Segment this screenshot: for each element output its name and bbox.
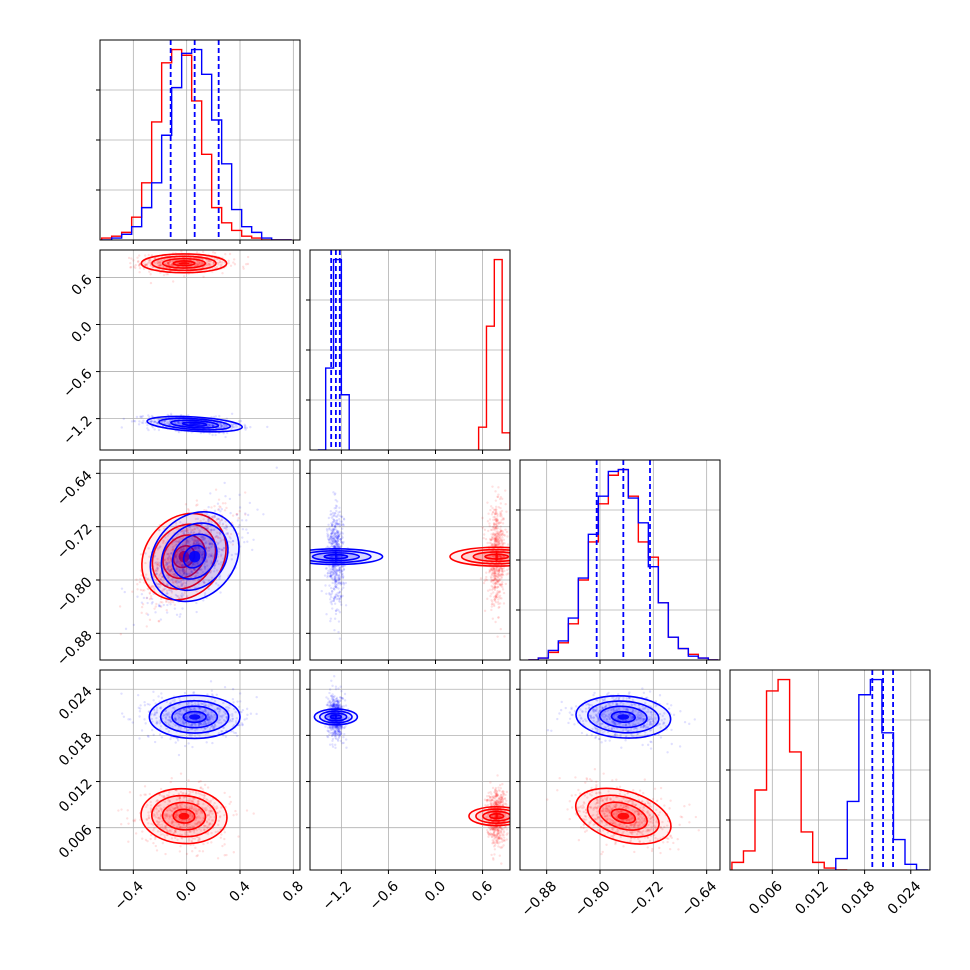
x-tick-label-2-1: −0.80: [572, 878, 614, 920]
histogram-0-param-3: [731, 678, 848, 870]
x-tick-label-0-2: 0.4: [227, 878, 254, 905]
y-tick-label-3-3: 0.024: [56, 684, 96, 724]
panel-frame: [309, 249, 511, 451]
panel-3-3: 0.006 0.012 0.018 0.024: [726, 669, 931, 918]
scatter-1-2-1: [320, 491, 350, 640]
histogram-1-param-3: [835, 678, 929, 870]
y-tick-label-1-3: 0.6: [69, 272, 96, 299]
x-tick-label-1-2: 0.0: [422, 878, 449, 905]
density-peak-0-3-2: [617, 812, 630, 820]
panel-0-0: [96, 39, 301, 244]
panel-frame: [99, 459, 301, 661]
y-tick-label-3-0: 0.006: [56, 822, 96, 862]
density-peak-0-2-1: [495, 550, 498, 563]
x-tick-label-3-1: 0.012: [792, 878, 832, 918]
panel-frame: [519, 459, 721, 661]
panel-frame: [729, 669, 931, 871]
panel-frame: [309, 669, 511, 871]
panel-1-0: −1.2 −0.6 0.0 0.6: [60, 249, 301, 454]
x-tick-label-1-1: −0.6: [367, 878, 402, 913]
x-tick-label-3-2: 0.018: [839, 878, 879, 918]
y-tick-label-2-0: −0.88: [54, 628, 96, 670]
density-peak-0-3-0: [178, 812, 190, 820]
panel-3-1: −1.2 −0.6 0.0 0.6: [306, 669, 511, 914]
x-tick-label-0-0: −0.4: [112, 878, 147, 913]
y-tick-label-2-1: −0.80: [54, 574, 96, 616]
density-peak-1-1-0: [189, 423, 201, 426]
x-tick-label-0-1: 0.0: [173, 878, 200, 905]
density-peak-0-1-0: [178, 262, 190, 265]
y-tick-label-2-3: −0.64: [54, 468, 96, 510]
panel-2-1: [306, 459, 511, 664]
y-tick-label-1-2: 0.0: [69, 319, 96, 346]
x-tick-label-3-3: 0.024: [885, 878, 925, 918]
panel-frame: [99, 669, 301, 871]
y-tick-label-2-2: −0.72: [54, 521, 96, 563]
y-tick-label-1-1: −0.6: [60, 366, 95, 401]
panel-2-2: [516, 459, 721, 664]
panel-frame: [309, 459, 511, 661]
panel-1-1: [306, 249, 511, 454]
density-peak-1-2-0: [189, 550, 201, 563]
panel-2-0: −0.88 −0.80 −0.72 −0.64: [54, 459, 301, 670]
panel-frame: [519, 669, 721, 871]
y-tick-label-3-1: 0.012: [56, 776, 96, 816]
density-peak-1-3-1: [334, 714, 337, 720]
density-peak-1-3-0: [189, 714, 201, 720]
x-tick-label-2-0: −0.88: [519, 878, 561, 920]
density-peak-1-2-1: [334, 550, 337, 563]
histogram-0-param-0: [100, 48, 292, 240]
density-peak-1-3-2: [617, 714, 630, 720]
histogram-1-param-1: [317, 258, 350, 450]
panel-frame: [99, 39, 301, 241]
x-tick-label-1-0: −1.2: [320, 878, 355, 913]
panel-3-0: 0.006 0.012 0.018 0.024 −0.4 0.0 0.4 0.8: [56, 669, 307, 914]
x-tick-label-2-3: −0.64: [679, 878, 721, 920]
x-tick-label-3-0: 0.006: [746, 878, 786, 918]
density-peak-0-3-1: [495, 812, 498, 820]
y-tick-label-3-2: 0.018: [56, 730, 96, 770]
x-tick-label-2-2: −0.72: [625, 878, 667, 920]
histogram-1-param-0: [101, 48, 292, 240]
x-tick-label-1-3: 0.6: [469, 878, 496, 905]
panel-3-2: −0.88 −0.80 −0.72 −0.64: [516, 669, 721, 920]
x-tick-label-0-3: 0.8: [280, 878, 307, 905]
y-tick-label-1-0: −1.2: [60, 413, 95, 448]
histogram-0-param-1: [477, 258, 510, 450]
panel-frame: [99, 249, 301, 451]
